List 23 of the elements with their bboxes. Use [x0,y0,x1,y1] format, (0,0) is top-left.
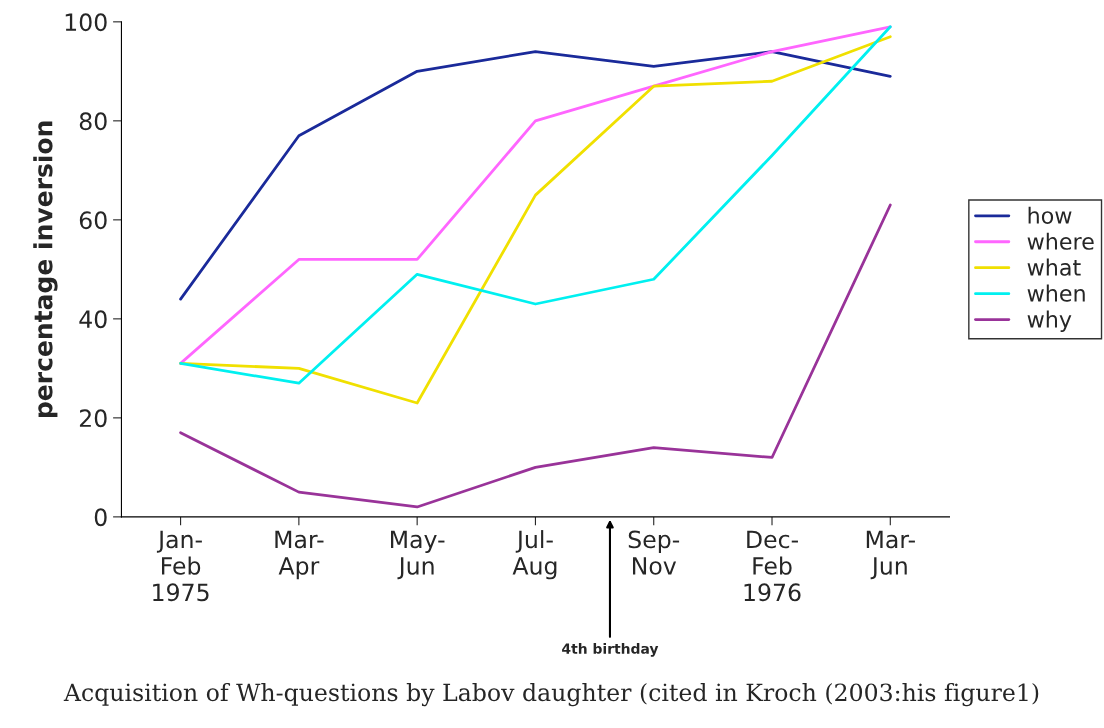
y-tick-label: 0 [94,508,107,527]
x-tick-label: May- Jun [391,530,445,580]
legend-label: why [1027,310,1072,333]
x-tick-label: Mar- Jun [866,530,915,580]
y-axis-title: percentage inversion [33,121,58,418]
text: Acquisition of Wh-questions by Labov daughter (cited in Kroch (2003:his figure1) [63,682,1039,707]
y-tick-label: 40 [79,310,107,329]
y-tick-label: 20 [79,409,107,428]
text: 4th birthday [562,643,659,657]
legend-label: when [1027,284,1085,302]
legend-label: what [1027,258,1081,276]
x-tick-label: Jan- Feb 1975 [153,530,209,602]
x-tick-label: Dec- Feb 1976 [744,530,801,602]
y-tick-label: 60 [79,211,107,230]
legend-label: how [1028,206,1072,224]
line-series [179,50,892,301]
x-tick-label: Sep- Nov [628,530,680,575]
x-tick-label: Jul- Aug [512,530,557,580]
legend-label: where [1027,232,1094,250]
line-series [179,203,892,509]
y-tick-label: 100 [65,13,107,32]
x-tick-label: Mar- Apr [275,530,324,580]
y-tick-label: 80 [79,112,107,131]
